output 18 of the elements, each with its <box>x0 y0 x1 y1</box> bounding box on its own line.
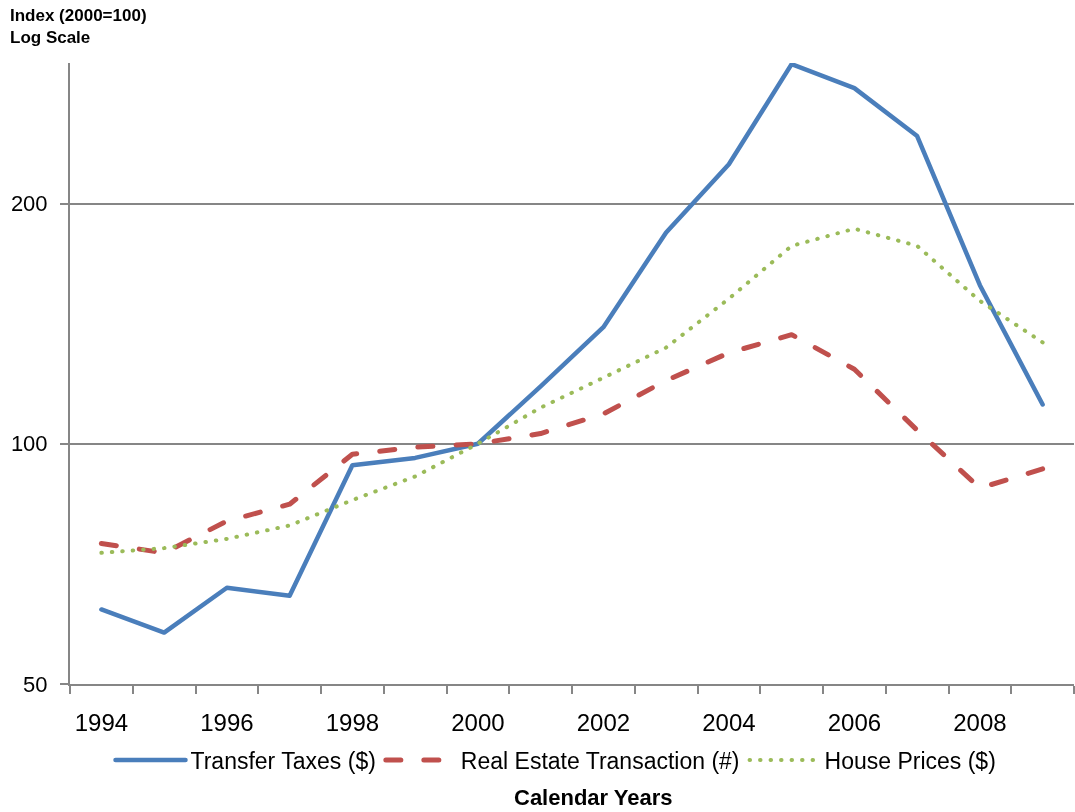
y-axis-title: Index (2000=100) Log Scale <box>10 6 147 48</box>
legend-label: Real Estate Transaction (#) <box>460 747 740 774</box>
x-tick-label: 2008 <box>953 708 1007 736</box>
x-tick-label: 1994 <box>74 708 129 736</box>
line-series <box>99 226 1045 555</box>
x-tick-label: 2006 <box>827 708 882 736</box>
y-tick-label: 200 <box>10 191 48 217</box>
x-tick-label: 1996 <box>200 708 254 736</box>
legend-label: Transfer Taxes ($) <box>190 747 376 774</box>
x-tick-label: 1998 <box>325 708 380 736</box>
y-tick-label: 50 <box>23 671 48 697</box>
line-series <box>99 63 1045 635</box>
x-tick-label: 2004 <box>702 708 756 736</box>
x-tick-label: 2000 <box>451 708 505 736</box>
y-tick-label: 100 <box>10 431 48 457</box>
x-tick-label: 2002 <box>576 708 631 736</box>
x-axis-title: Calendar Years <box>514 785 673 810</box>
legend-label: House Prices ($) <box>824 747 996 774</box>
